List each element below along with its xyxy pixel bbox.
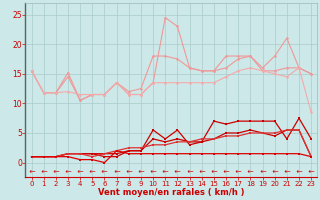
X-axis label: Vent moyen/en rafales ( km/h ): Vent moyen/en rafales ( km/h ) xyxy=(98,188,244,197)
